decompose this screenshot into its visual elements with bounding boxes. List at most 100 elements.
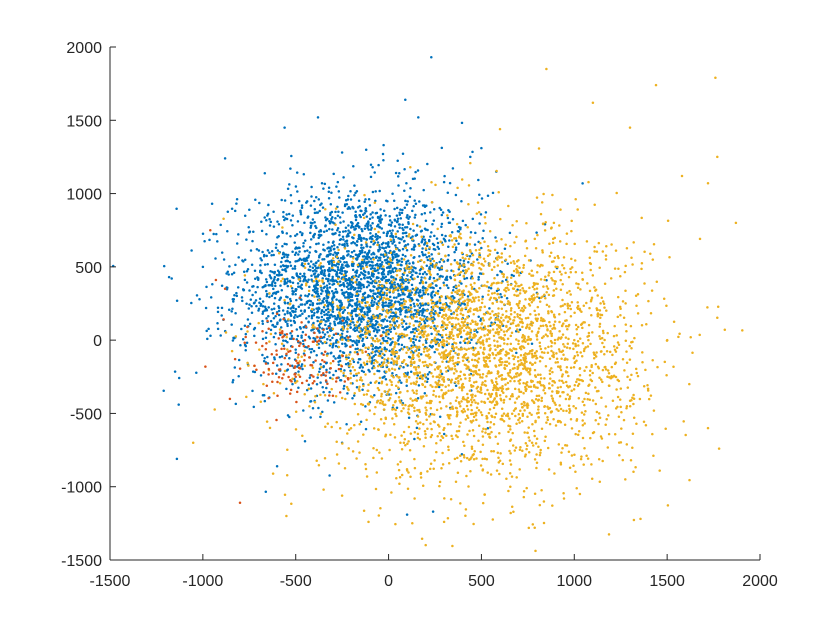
scatter-point-series-2-1522 (530, 441, 534, 445)
scatter-point-series-2-989 (427, 285, 430, 288)
scatter-point-series-2-1031 (502, 420, 506, 423)
scatter-point-series-2-641 (405, 378, 409, 382)
scatter-point-series-0-2752 (324, 218, 328, 222)
scatter-point-series-0-2528 (397, 367, 401, 370)
scatter-point-series-2-1420 (418, 437, 422, 441)
scatter-point-series-0-1715 (358, 273, 361, 277)
scatter-point-series-2-1209 (365, 475, 369, 478)
scatter-point-series-0-2992 (369, 277, 373, 281)
scatter-point-series-0-1292 (263, 263, 267, 266)
scatter-point-series-2-126 (457, 348, 460, 351)
scatter-point-series-2-1643 (461, 290, 465, 294)
scatter-point-series-0-1002 (346, 330, 349, 333)
scatter-point-series-0-1139 (362, 237, 366, 240)
scatter-point-series-0-43 (424, 281, 428, 284)
scatter-point-series-2-1902 (520, 345, 524, 348)
scatter-point-series-2-879 (644, 368, 647, 372)
scatter-point-series-2-1965 (518, 390, 521, 394)
scatter-point-series-2-1065 (605, 309, 608, 312)
scatter-point-series-2-1507 (269, 332, 273, 336)
scatter-point-series-2-1876 (469, 469, 472, 473)
scatter-point-series-0-2958 (362, 292, 366, 295)
scatter-point-series-2-1628 (317, 463, 321, 467)
scatter-point-series-0-2948 (451, 288, 455, 292)
scatter-point-series-0-2497 (465, 276, 469, 280)
scatter-point-series-0-2802 (350, 283, 353, 287)
scatter-point-series-2-1669 (539, 383, 543, 387)
scatter-point-series-0-53 (277, 222, 281, 226)
scatter-point-series-0-421 (231, 307, 234, 311)
scatter-point-series-2-51 (488, 359, 492, 363)
scatter-point-series-2-461 (405, 351, 408, 355)
scatter-point-series-0-1920 (363, 200, 366, 204)
scatter-point-series-0-2543 (352, 328, 355, 331)
scatter-point-series-0-2942 (341, 342, 344, 346)
scatter-point-series-0-1626 (245, 281, 249, 284)
scatter-point-series-0-962 (388, 229, 392, 233)
scatter-point-series-0-2265 (329, 313, 333, 316)
scatter-point-series-2-1895 (612, 374, 616, 378)
scatter-point-series-2-264 (513, 311, 516, 314)
scatter-point-series-0-832 (355, 278, 359, 281)
scatter-point-series-0-2058 (479, 319, 482, 322)
scatter-point-series-2-1086 (402, 372, 406, 376)
scatter-point-series-2-633 (387, 297, 390, 301)
scatter-point-series-0-603 (300, 363, 304, 366)
scatter-point-series-0-2026 (390, 299, 393, 302)
scatter-point-series-2-15 (398, 365, 402, 368)
scatter-point-series-2-1710 (540, 201, 544, 204)
scatter-point-series-0-2425 (423, 238, 427, 242)
scatter-point-series-2-1552 (410, 310, 413, 313)
scatter-point-series-0-2029 (508, 231, 512, 235)
scatter-point-series-2-1222 (358, 326, 361, 330)
scatter-point-series-2-1973 (346, 327, 349, 330)
scatter-point-series-0-2147 (433, 234, 436, 238)
scatter-point-series-0-613 (429, 235, 432, 238)
scatter-point-series-2-242 (391, 417, 394, 420)
scatter-point-series-2-1826 (315, 459, 318, 462)
scatter-point-series-0-1381 (265, 233, 268, 236)
scatter-point-series-2-814 (561, 349, 565, 353)
scatter-point-series-0-701 (334, 217, 337, 220)
scatter-point-series-0-1540 (464, 223, 467, 227)
scatter-point-series-0-646 (347, 356, 350, 360)
scatter-point-series-0-3023 (387, 265, 390, 269)
scatter-point-series-0-2885 (290, 337, 293, 341)
scatter-point-series-0-2700 (506, 262, 509, 265)
scatter-point-series-0-1681 (322, 265, 325, 268)
scatter-point-series-0-1435 (303, 272, 306, 276)
scatter-point-series-2-1063 (501, 384, 504, 388)
scatter-point-series-0-2704 (330, 351, 333, 355)
scatter-point-series-0-1448 (326, 268, 330, 272)
scatter-point-series-2-1334 (358, 337, 361, 340)
scatter-point-series-0-1586 (283, 313, 287, 316)
scatter-point-series-0-1770 (448, 239, 451, 242)
scatter-point-series-2-1864 (640, 216, 643, 220)
scatter-point-series-0-1579 (408, 356, 412, 359)
scatter-point-series-2-1079 (380, 284, 384, 288)
scatter-point-series-2-1840 (528, 368, 532, 372)
scatter-point-series-2-1932 (429, 273, 432, 277)
scatter-point-series-0-1063 (390, 221, 394, 224)
scatter-point-series-0-1758 (453, 258, 457, 262)
scatter-point-series-2-1813 (345, 357, 348, 361)
scatter-point-series-0-142 (406, 371, 410, 374)
scatter-point-series-0-3002 (201, 265, 205, 269)
scatter-point-series-0-2959 (423, 204, 426, 207)
scatter-point-series-2-816 (483, 493, 486, 496)
scatter-point-series-2-373 (586, 345, 590, 348)
scatter-point-series-0-692 (317, 242, 320, 245)
scatter-point-series-0-1313 (326, 286, 329, 290)
scatter-point-series-2-1239 (483, 305, 487, 308)
scatter-point-series-0-1208 (307, 383, 311, 387)
scatter-point-series-0-1287 (332, 292, 335, 295)
scatter-point-series-0-2899 (414, 267, 417, 270)
scatter-point-series-2-1218 (525, 325, 529, 329)
scatter-point-series-2-1548 (615, 346, 619, 349)
scatter-point-series-2-1441 (632, 470, 635, 473)
scatter-point-series-0-1759 (300, 204, 304, 207)
scatter-point-series-0-2788 (265, 292, 269, 296)
scatter-point-series-2-728 (562, 409, 565, 412)
scatter-point-series-0-2050 (414, 338, 418, 341)
scatter-point-series-2-1729 (230, 349, 234, 353)
